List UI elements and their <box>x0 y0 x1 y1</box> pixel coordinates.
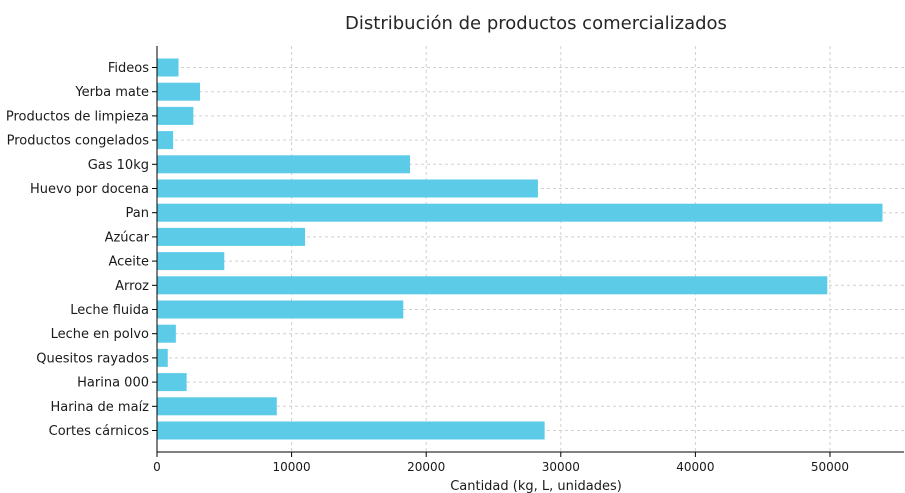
category-label: Harina 000 <box>77 376 149 391</box>
category-label: Productos congelados <box>7 134 150 149</box>
bar <box>157 106 194 125</box>
bar <box>157 276 828 295</box>
bar <box>157 397 277 416</box>
category-label: Azúcar <box>105 230 150 245</box>
category-label: Productos de limpieza <box>6 109 149 124</box>
x-ticks: 0 10000 20000 30000 40000 50000 <box>153 452 849 474</box>
bar <box>157 373 187 392</box>
bar <box>157 179 538 198</box>
category-label: Arroz <box>115 279 149 294</box>
grid <box>156 46 904 452</box>
bar <box>157 348 168 367</box>
axes <box>152 46 904 453</box>
category-label: Yerba mate <box>74 85 149 100</box>
bar <box>157 227 306 246</box>
bar <box>157 421 545 440</box>
category-label: Leche en polvo <box>51 327 149 342</box>
x-tick-label: 20000 <box>407 460 445 474</box>
x-axis-label: Cantidad (kg, L, unidades) <box>450 479 622 493</box>
bar <box>157 324 176 343</box>
bar <box>157 203 883 222</box>
category-label: Quesitos rayados <box>36 351 149 366</box>
chart-title: Distribución de productos comercializado… <box>345 13 727 34</box>
category-label: Aceite <box>108 255 149 270</box>
bar <box>157 82 201 101</box>
category-label: Fideos <box>108 61 149 76</box>
category-labels: Fideos Yerba mate Productos de limpieza Pro… <box>6 61 150 439</box>
bar <box>157 131 174 150</box>
x-tick-label: 50000 <box>811 460 849 474</box>
category-label: Harina de maíz <box>51 400 150 415</box>
x-tick-label: 0 <box>153 460 161 474</box>
x-tick-label: 40000 <box>676 460 714 474</box>
bar <box>157 58 179 77</box>
category-label: Huevo por docena <box>30 182 149 197</box>
x-tick-label: 30000 <box>542 460 580 474</box>
category-label: Pan <box>126 206 149 221</box>
bar <box>157 300 404 319</box>
bars <box>157 58 883 440</box>
bar <box>157 155 411 174</box>
category-label: Leche fluida <box>70 303 149 318</box>
category-label: Cortes cárnicos <box>49 424 150 439</box>
x-tick-label: 10000 <box>273 460 311 474</box>
category-label: Gas 10kg <box>88 158 149 173</box>
bar <box>157 252 225 271</box>
